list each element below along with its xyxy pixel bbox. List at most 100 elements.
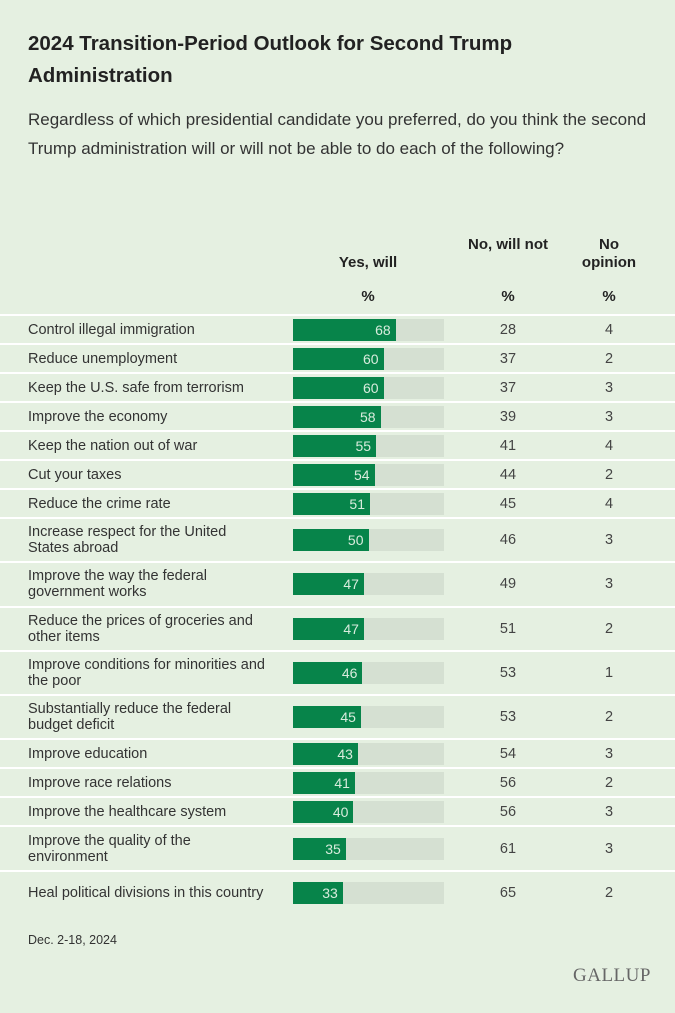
row-label: Control illegal immigration	[28, 321, 195, 338]
yes-value: 68	[375, 321, 391, 338]
footnote: Dec. 2-18, 2024	[28, 933, 117, 947]
no-opinion-value: 3	[604, 745, 614, 762]
header-no: No, will not	[468, 236, 548, 253]
row-label: Increase respect for the United States a…	[28, 524, 227, 557]
table-row: Keep the U.S. safe from terrorism 60 37 …	[0, 372, 675, 401]
table-row: Improve the way the federal government w…	[0, 561, 675, 605]
row-label: Improve the healthcare system	[28, 803, 227, 820]
no-opinion-value: 2	[604, 884, 614, 901]
no-opinion-value: 1	[604, 665, 614, 682]
yes-bar: 33	[293, 881, 343, 904]
header-no-opinion: No opinion	[581, 236, 637, 271]
no-value: 46	[499, 532, 517, 549]
no-value: 56	[499, 774, 517, 791]
yes-value: 50	[347, 532, 364, 549]
row-label: Improve race relations	[28, 774, 172, 791]
no-opinion-value: 2	[604, 620, 614, 637]
bar-track: 41	[293, 771, 444, 794]
no-value: 45	[499, 495, 517, 512]
row-label: Substantially reduce the federal budget …	[28, 701, 232, 734]
bar-track: 50	[293, 529, 444, 552]
yes-value: 41	[334, 774, 350, 791]
yes-bar: 47	[293, 573, 364, 596]
table-row: Keep the nation out of war 55 41 4	[0, 430, 675, 459]
chart-subtitle: Regardless of which presidential candida…	[28, 110, 647, 158]
no-value: 61	[499, 840, 517, 857]
bar-track: 45	[293, 706, 444, 729]
yes-value: 51	[349, 495, 365, 512]
table-row: Substantially reduce the federal budget …	[0, 694, 675, 738]
yes-bar: 51	[293, 492, 370, 515]
no-opinion-value: 3	[604, 803, 614, 820]
chart-title: 2024 Transition-Period Outlook for Secon…	[28, 32, 513, 87]
row-label: Cut your taxes	[28, 466, 122, 483]
bar-track: 60	[293, 347, 444, 370]
no-opinion-value: 2	[604, 350, 614, 367]
no-value: 39	[499, 408, 517, 425]
table-rows: Control illegal immigration 68 28 4 Reduc…	[0, 314, 675, 914]
yes-value: 43	[337, 745, 353, 762]
gallup-logo: GALLUP	[573, 965, 651, 986]
header-yes: Yes, will	[338, 254, 398, 271]
no-opinion-value: 4	[604, 495, 614, 512]
table-row: Reduce the prices of groceries and other…	[0, 605, 675, 650]
bar-track: 35	[293, 837, 444, 860]
yes-bar: 35	[293, 837, 346, 860]
no-value: 54	[499, 745, 517, 762]
bar-track: 47	[293, 573, 444, 596]
no-value: 37	[499, 379, 517, 396]
row-label: Improve education	[28, 745, 148, 762]
row-label: Reduce the crime rate	[28, 495, 171, 512]
yes-value: 46	[341, 665, 358, 682]
bar-track: 51	[293, 492, 444, 515]
yes-bar: 41	[293, 771, 355, 794]
yes-value: 40	[332, 803, 349, 820]
yes-value: 45	[340, 709, 356, 726]
yes-value: 33	[322, 884, 338, 901]
bar-track: 60	[293, 376, 444, 399]
yes-bar: 68	[293, 318, 396, 341]
yes-value: 60	[363, 350, 379, 367]
no-value: 53	[499, 709, 517, 726]
yes-bar: 60	[293, 376, 384, 399]
table-row: Improve education 43 54 3	[0, 738, 675, 767]
bar-track: 46	[293, 662, 444, 685]
bar-track: 55	[293, 434, 444, 457]
bar-track: 58	[293, 405, 444, 428]
bar-track: 43	[293, 742, 444, 765]
bar-track: 47	[293, 617, 444, 640]
yes-bar: 46	[293, 662, 363, 685]
yes-value: 55	[355, 437, 372, 454]
row-label: Improve the quality of the environment	[28, 832, 191, 865]
table-row: Improve the healthcare system 40 56 3	[0, 796, 675, 825]
table-row: Improve race relations 41 56 2	[0, 767, 675, 796]
no-value: 51	[499, 620, 517, 637]
no-opinion-value: 3	[604, 532, 614, 549]
table-row: Improve conditions for minorities and th…	[0, 649, 675, 694]
yes-bar: 58	[293, 405, 381, 428]
bar-track: 33	[293, 881, 444, 904]
yes-bar: 45	[293, 706, 361, 729]
no-value: 65	[499, 884, 517, 901]
no-opinion-value: 2	[604, 466, 614, 483]
table-row: Reduce unemployment 60 37 2	[0, 343, 675, 372]
no-opinion-value: 2	[604, 709, 614, 726]
row-label: Improve the economy	[28, 408, 168, 425]
yes-value: 47	[343, 620, 359, 637]
row-label: Improve the way the federal government w…	[28, 568, 207, 601]
no-value: 28	[499, 321, 517, 338]
unit-no-opinion: %	[602, 288, 616, 305]
yes-value: 54	[353, 466, 370, 483]
yes-bar: 60	[293, 347, 384, 370]
no-value: 49	[499, 576, 517, 593]
yes-bar: 47	[293, 617, 364, 640]
no-value: 37	[499, 350, 517, 367]
no-opinion-value: 4	[604, 321, 614, 338]
yes-bar: 50	[293, 529, 369, 552]
row-label: Improve conditions for minorities and th…	[28, 657, 265, 690]
row-label: Keep the nation out of war	[28, 437, 198, 454]
no-value: 56	[499, 803, 517, 820]
no-opinion-value: 3	[604, 379, 614, 396]
no-opinion-value: 3	[604, 408, 614, 425]
bar-track: 40	[293, 800, 444, 823]
